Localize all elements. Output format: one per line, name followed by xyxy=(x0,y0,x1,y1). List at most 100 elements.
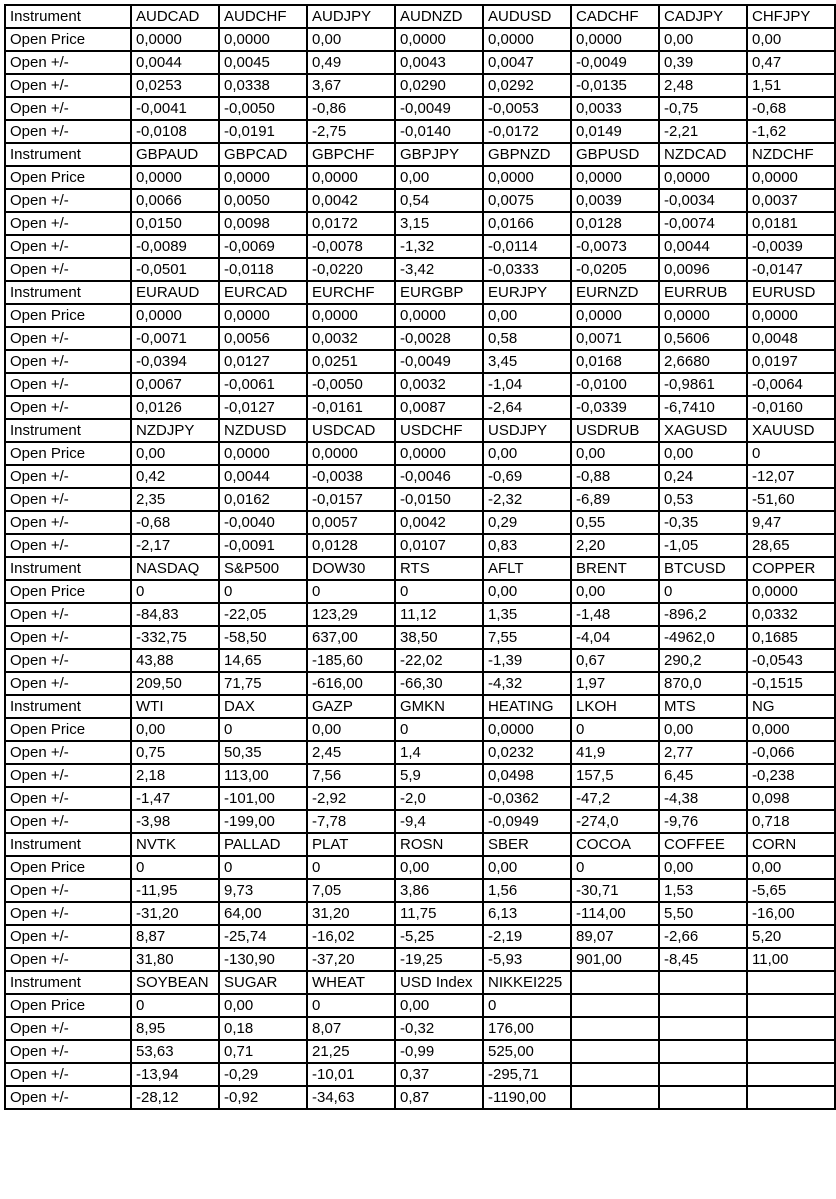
instrument-header-cell[interactable]: EURAUD xyxy=(130,280,220,305)
open-change-cell[interactable]: -274,0 xyxy=(570,809,660,834)
open-change-cell[interactable]: 11,12 xyxy=(394,602,484,627)
open-change-cell[interactable]: -22,02 xyxy=(394,648,484,673)
open-change-cell[interactable]: -3,98 xyxy=(130,809,220,834)
open-change-cell[interactable]: 0,0075 xyxy=(482,188,572,213)
open-price-cell[interactable]: 0 xyxy=(570,717,660,742)
open-change-cell[interactable]: -0,0157 xyxy=(306,487,396,512)
row-label-open-change[interactable]: Open +/- xyxy=(4,763,132,788)
open-change-cell[interactable]: -0,0041 xyxy=(130,96,220,121)
open-price-cell[interactable]: 0,00 xyxy=(658,717,748,742)
open-change-cell[interactable]: 0,0128 xyxy=(570,211,660,236)
open-change-cell[interactable]: 0,0172 xyxy=(306,211,396,236)
open-change-cell[interactable]: 6,13 xyxy=(482,901,572,926)
open-change-cell[interactable]: 0,53 xyxy=(658,487,748,512)
open-change-cell[interactable]: 0,0033 xyxy=(570,96,660,121)
row-label-instrument[interactable]: Instrument xyxy=(4,418,132,443)
open-price-cell[interactable]: 0,00 xyxy=(482,441,572,466)
open-price-cell[interactable]: 0,00 xyxy=(658,855,748,880)
open-change-cell[interactable]: 0,0181 xyxy=(746,211,836,236)
instrument-header-cell[interactable]: XAGUSD xyxy=(658,418,748,443)
row-label-open-change[interactable]: Open +/- xyxy=(4,510,132,535)
open-change-cell[interactable]: -30,71 xyxy=(570,878,660,903)
open-change-cell[interactable]: 0,0043 xyxy=(394,50,484,75)
open-price-cell[interactable]: 0,0000 xyxy=(306,165,396,190)
open-change-cell[interactable]: -0,0091 xyxy=(218,533,308,558)
instrument-header-cell[interactable]: SBER xyxy=(482,832,572,857)
instrument-header-cell[interactable]: DOW30 xyxy=(306,556,396,581)
open-price-cell[interactable]: 0,0000 xyxy=(306,441,396,466)
open-price-cell[interactable]: 0,0000 xyxy=(658,165,748,190)
row-label-open-change[interactable]: Open +/- xyxy=(4,257,132,282)
open-change-cell[interactable]: -0,0046 xyxy=(394,464,484,489)
row-label-open-change[interactable]: Open +/- xyxy=(4,349,132,374)
row-label-open-change[interactable]: Open +/- xyxy=(4,119,132,144)
open-change-cell[interactable]: 0,42 xyxy=(130,464,220,489)
open-change-cell[interactable]: -0,0220 xyxy=(306,257,396,282)
row-label-open-change[interactable]: Open +/- xyxy=(4,50,132,75)
open-change-cell[interactable]: -0,0078 xyxy=(306,234,396,259)
instrument-header-cell[interactable]: AUDCAD xyxy=(130,4,220,29)
open-change-cell[interactable]: -5,93 xyxy=(482,947,572,972)
open-change-cell[interactable]: 0,0126 xyxy=(130,395,220,420)
open-change-cell[interactable]: -9,76 xyxy=(658,809,748,834)
open-change-cell[interactable]: 901,00 xyxy=(570,947,660,972)
row-label-open-change[interactable]: Open +/- xyxy=(4,809,132,834)
open-price-cell[interactable]: 0,0000 xyxy=(570,27,660,52)
instrument-header-cell[interactable]: USDRUB xyxy=(570,418,660,443)
open-price-cell[interactable]: 0,0000 xyxy=(746,165,836,190)
open-change-cell[interactable]: -11,95 xyxy=(130,878,220,903)
row-label-open-change[interactable]: Open +/- xyxy=(4,901,132,926)
open-price-cell[interactable]: 0 xyxy=(746,441,836,466)
open-change-cell[interactable]: 5,20 xyxy=(746,924,836,949)
open-price-cell[interactable]: 0,0000 xyxy=(482,27,572,52)
instrument-header-cell[interactable]: S&P500 xyxy=(218,556,308,581)
open-change-cell[interactable]: 0,0047 xyxy=(482,50,572,75)
open-change-cell[interactable]: -8,45 xyxy=(658,947,748,972)
open-change-cell[interactable]: 0,87 xyxy=(394,1085,484,1110)
instrument-header-cell[interactable]: LKOH xyxy=(570,694,660,719)
open-change-cell[interactable]: -0,0362 xyxy=(482,786,572,811)
open-change-cell[interactable]: -37,20 xyxy=(306,947,396,972)
open-change-cell[interactable]: 31,20 xyxy=(306,901,396,926)
open-change-cell[interactable]: -199,00 xyxy=(218,809,308,834)
open-change-cell[interactable]: 0,0045 xyxy=(218,50,308,75)
open-change-cell[interactable]: -0,68 xyxy=(746,96,836,121)
open-change-cell[interactable]: 0,0149 xyxy=(570,119,660,144)
row-label-open-change[interactable]: Open +/- xyxy=(4,924,132,949)
open-price-cell[interactable]: 0,00 xyxy=(394,993,484,1018)
open-change-cell[interactable]: -0,29 xyxy=(218,1062,308,1087)
open-change-cell[interactable]: 0,39 xyxy=(658,50,748,75)
instrument-header-cell[interactable]: AUDNZD xyxy=(394,4,484,29)
open-change-cell[interactable]: 0,0096 xyxy=(658,257,748,282)
open-change-cell[interactable]: 0,49 xyxy=(306,50,396,75)
instrument-header-cell[interactable]: BRENT xyxy=(570,556,660,581)
open-change-cell[interactable]: -0,0028 xyxy=(394,326,484,351)
open-change-cell[interactable]: -0,0108 xyxy=(130,119,220,144)
instrument-header-cell[interactable]: NVTK xyxy=(130,832,220,857)
open-change-cell[interactable]: 0,0044 xyxy=(130,50,220,75)
row-label-open-change[interactable]: Open +/- xyxy=(4,740,132,765)
instrument-header-cell[interactable]: HEATING xyxy=(482,694,572,719)
instrument-header-cell[interactable]: SUGAR xyxy=(218,970,308,995)
instrument-header-cell[interactable]: COFFEE xyxy=(658,832,748,857)
open-change-cell[interactable]: -0,0053 xyxy=(482,96,572,121)
instrument-header-cell[interactable]: RTS xyxy=(394,556,484,581)
row-label-open-change[interactable]: Open +/- xyxy=(4,395,132,420)
open-change-cell[interactable]: 2,77 xyxy=(658,740,748,765)
instrument-header-cell[interactable]: USDJPY xyxy=(482,418,572,443)
open-change-cell[interactable]: -0,0069 xyxy=(218,234,308,259)
instrument-header-cell[interactable]: NZDCAD xyxy=(658,142,748,167)
open-change-cell[interactable]: 1,4 xyxy=(394,740,484,765)
open-change-cell[interactable]: 9,47 xyxy=(746,510,836,535)
open-change-cell[interactable]: 1,56 xyxy=(482,878,572,903)
open-change-cell[interactable]: 0,0127 xyxy=(218,349,308,374)
open-change-cell[interactable]: -1,39 xyxy=(482,648,572,673)
open-price-cell[interactable]: 0 xyxy=(394,579,484,604)
open-price-cell[interactable]: 0 xyxy=(306,579,396,604)
instrument-header-cell[interactable]: CADCHF xyxy=(570,4,660,29)
open-price-cell[interactable]: 0,0000 xyxy=(130,303,220,328)
open-change-cell[interactable]: 870,0 xyxy=(658,671,748,696)
open-change-cell[interactable]: -0,0050 xyxy=(306,372,396,397)
open-price-cell[interactable]: 0,00 xyxy=(394,855,484,880)
open-change-cell[interactable]: 8,95 xyxy=(130,1016,220,1041)
